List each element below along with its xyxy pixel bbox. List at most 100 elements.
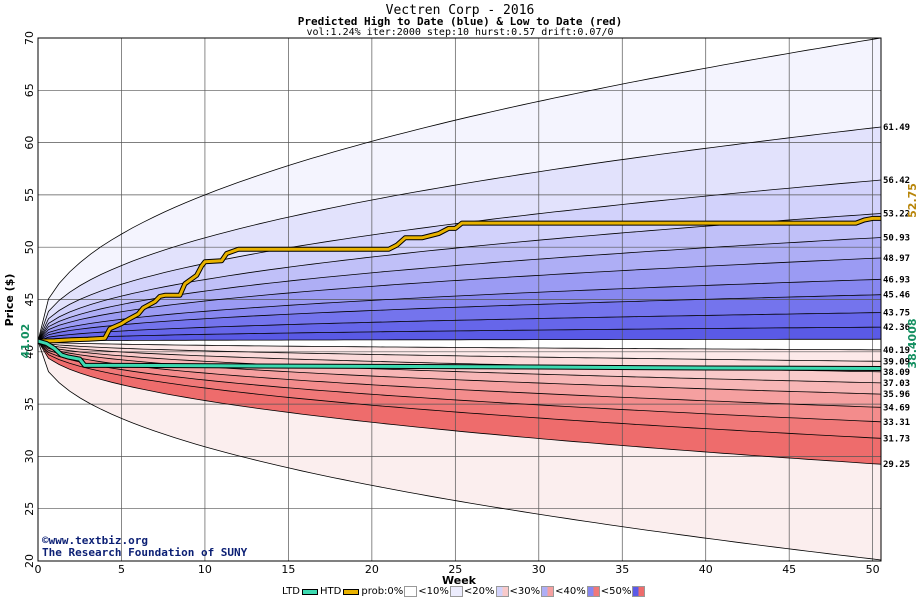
y-tick-label: 20	[23, 554, 36, 568]
percentile-boundary-lines	[37, 37, 882, 561]
watermark-url: ©www.textbiz.org	[42, 534, 148, 547]
start-price-label: 41.02	[19, 324, 32, 359]
y-axis-label: Price ($)	[3, 274, 16, 327]
upper-band-7	[38, 294, 881, 342]
percentile-line	[37, 340, 882, 384]
y-tick-label: 40	[23, 345, 36, 359]
percentile-line	[37, 312, 882, 342]
percentile-line	[37, 326, 882, 342]
ltd-end-label: 38.4008	[906, 318, 919, 368]
x-tick-label: 45	[782, 563, 796, 576]
lower-band-3	[38, 341, 881, 395]
legend-swatch-40	[586, 586, 600, 597]
upper-band-2	[38, 180, 881, 342]
percentile-line	[37, 294, 882, 342]
lower-band-5	[38, 341, 881, 422]
x-tick-label: 15	[281, 563, 295, 576]
legend-swatch-50	[632, 586, 646, 597]
y-tick-label: 35	[23, 397, 36, 411]
percentile-end-label: 45.46	[883, 291, 910, 301]
legend-bin-20: <20%	[463, 586, 495, 597]
percentile-line	[37, 340, 882, 439]
upper-band-1	[38, 127, 881, 342]
percentile-end-label: 37.03	[883, 379, 910, 389]
y-tick-label: 65	[23, 83, 36, 97]
y-tick-label: 30	[23, 449, 36, 463]
y-tick-label: 55	[23, 188, 36, 202]
legend-ltd-swatch	[302, 588, 319, 595]
legend-htd-label: HTD	[320, 586, 342, 597]
watermark-org: The Research Foundation of SUNY	[42, 546, 248, 559]
htd-end-label: 52.75	[906, 183, 919, 218]
y-tick-label: 70	[23, 31, 36, 45]
probability-bands	[38, 38, 881, 560]
legend-htd-swatch	[343, 588, 360, 595]
percentile-line	[37, 257, 882, 342]
lower-band-6	[38, 341, 881, 439]
legend-swatch-10	[449, 586, 463, 597]
upper-band-6	[38, 279, 881, 342]
lower-band-4	[38, 341, 881, 408]
htd-series-line	[37, 216, 881, 343]
percentile-end-label: 50.93	[883, 233, 910, 243]
percentile-line	[37, 126, 882, 342]
x-tick-label: 5	[118, 563, 125, 576]
y-tick-label: 50	[23, 240, 36, 254]
x-tick-label: 30	[532, 563, 546, 576]
upper-band-3	[38, 213, 881, 342]
chart-parameters: vol:1.24% iter:2000 step:10 hurst:0.57 d…	[306, 27, 614, 38]
center-band	[38, 339, 881, 350]
legend: LTD HTD prob:0% <10% <20% <30% <40% <50%	[282, 586, 646, 598]
legend-swatch-0	[404, 586, 418, 597]
upper-band-5	[38, 258, 881, 342]
legend-bin-30: <30%	[509, 586, 541, 597]
upper-band-8	[38, 312, 881, 342]
legend-swatch-20	[495, 586, 509, 597]
lower-band-7	[38, 341, 881, 465]
percentile-line	[37, 340, 882, 465]
percentile-line	[37, 340, 882, 423]
legend-bin-40: <40%	[555, 586, 586, 597]
legend-ltd-label: LTD	[282, 586, 301, 597]
percentile-line	[37, 278, 882, 342]
x-tick-labels: 0 5 10 15 20 25 30 35 40 45 50	[35, 563, 880, 576]
y-tick-label: 45	[23, 293, 36, 307]
percentile-end-label: 43.75	[883, 309, 910, 319]
upper-band-4	[38, 237, 881, 342]
lower-band-8	[38, 341, 881, 560]
y-tick-labels: 20 25 30 35 40 45 50 55 60 65 70	[23, 31, 36, 568]
upper-band-9	[38, 327, 881, 342]
x-tick-label: 20	[365, 563, 379, 576]
x-tick-label: 25	[448, 563, 462, 576]
percentile-end-label: 34.69	[883, 403, 910, 413]
x-tick-label: 0	[35, 563, 42, 576]
legend-bin-50: <50%	[600, 586, 632, 597]
percentile-line	[37, 340, 882, 362]
right-percentile-labels: 61.49 56.42 53.22 50.93 48.97 46.93 45.46 43.75…	[883, 123, 910, 470]
y-tick-label: 25	[23, 502, 36, 516]
percentile-line	[37, 340, 882, 561]
percentile-end-label: 35.96	[883, 390, 910, 400]
percentile-end-label: 40.19	[883, 346, 910, 356]
chart-subtitle: Predicted High to Date (blue) & Low to D…	[297, 15, 623, 28]
percentile-end-label: 61.49	[883, 123, 910, 133]
percentile-line	[37, 340, 881, 351]
ltd-series-line	[37, 339, 882, 370]
percentile-end-label: 29.25	[883, 460, 910, 470]
chart-title: Vectren Corp - 2016	[385, 3, 535, 18]
series-lines	[37, 215, 882, 371]
lower-band-1	[38, 341, 881, 372]
x-tick-label: 40	[699, 563, 713, 576]
percentile-end-label: 38.09	[883, 368, 910, 378]
percentile-end-label: 46.93	[883, 275, 910, 285]
percentile-end-label: 39.09	[883, 357, 910, 367]
legend-swatch-30	[541, 586, 555, 597]
legend-prob-label: prob:	[361, 586, 388, 597]
percentile-line	[37, 338, 882, 342]
y-tick-label: 60	[23, 136, 36, 150]
upper-band-0	[38, 38, 881, 342]
legend-bin-10: <10%	[418, 586, 449, 597]
percentile-line	[37, 340, 882, 408]
lower-band-2	[38, 341, 881, 383]
